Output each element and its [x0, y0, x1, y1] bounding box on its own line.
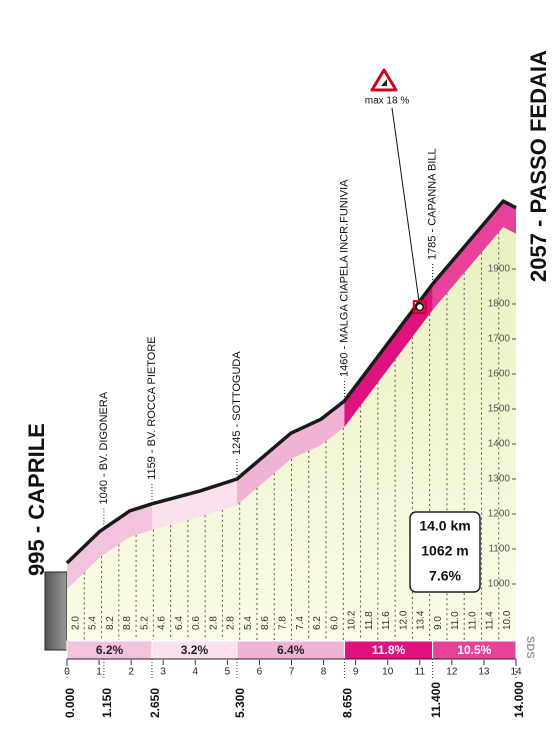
gradient-label: 13.4: [416, 610, 427, 630]
gradient-label: 0.6: [191, 616, 202, 630]
gradient-label: 2.8: [208, 616, 219, 630]
waypoint-distance-label: 8.650: [341, 688, 355, 718]
logo: SDS: [524, 636, 536, 659]
waypoint-distance-label: 1.150: [100, 688, 114, 718]
sector-band: [236, 400, 345, 505]
gradient-label: 10.0: [502, 610, 513, 630]
sector-band: [344, 284, 433, 427]
finish-label: 2057 - PASSO FEDAIA: [526, 50, 551, 282]
max-point: [415, 302, 425, 312]
waypoint-label: 1785 - CAPANNA BILL: [427, 148, 439, 260]
x-tick-label: 11: [415, 667, 426, 678]
summary-box: 14.0 km 1062 m 7.6%: [409, 511, 481, 593]
x-tick-label: 14: [510, 667, 522, 678]
x-tick-label: 7: [289, 667, 295, 678]
waypoint-distance-label: 2.650: [148, 688, 162, 718]
y-tick-label: 1500: [488, 404, 511, 415]
max-icon-slope: [381, 79, 387, 86]
x-tick-label: 10: [382, 667, 394, 678]
y-tick-label: 1400: [488, 439, 511, 450]
gradient-label: 5.2: [139, 616, 150, 630]
gradient-label: 8.2: [105, 616, 116, 630]
sector-label: 6.4%: [277, 643, 305, 657]
gradient-label: 5.4: [88, 616, 99, 630]
sector-band: [67, 503, 152, 589]
x-tick-label: 4: [193, 667, 199, 678]
max-gradient: max 18 %: [365, 96, 410, 107]
x-tick-label: 0: [64, 667, 70, 678]
gradient-label: 6.2: [312, 616, 323, 630]
gradient-label: 2.0: [70, 616, 81, 630]
y-tick-label: 1700: [488, 334, 511, 345]
profile-line: [65, 199, 517, 565]
gradient-label: 11.0: [450, 611, 461, 630]
sector-band: [151, 479, 237, 530]
gradient-label: 11.4: [485, 611, 496, 630]
waypoint-label: 1245 - SOTTOGUDA: [231, 351, 243, 455]
x-tick-label: 2: [128, 667, 134, 678]
x-tick-label: 12: [446, 667, 458, 678]
sector-band: [432, 201, 516, 311]
gradient-label: 7.8: [278, 616, 289, 630]
gradient-label: 7.4: [295, 616, 306, 630]
start-label: 995 - CAPRILE: [24, 423, 49, 576]
finish-distance-label: 14.000: [512, 681, 526, 718]
waypoint-label: 1460 - MALGA CIAPELA INCR.FUNIVIA: [338, 179, 350, 377]
y-tick-label: 1800: [488, 299, 511, 310]
max-icon: [370, 68, 398, 92]
gradient-label: 8.8: [122, 616, 133, 630]
summary-gradient: 7.6%: [429, 568, 461, 584]
y-tick-label: 1300: [488, 474, 511, 485]
waypoint-label: 1040 - BV. DIGONERA: [98, 391, 110, 504]
x-tick-label: 9: [353, 667, 359, 678]
sector-label: 6.2%: [96, 643, 124, 657]
y-tick-label: 1900: [488, 264, 511, 275]
gradient-label: 11.0: [467, 611, 478, 630]
max-marker: [412, 300, 427, 315]
waypoint-label: 1159 - BV. ROCCA PIETORE: [146, 336, 158, 479]
summary-frame: [409, 511, 481, 593]
start-distance-label: 0.000: [63, 688, 77, 718]
gradient-label: 11.6: [381, 611, 392, 630]
x-tick-label: 3: [160, 667, 166, 678]
sector-label: 10.5%: [457, 643, 491, 657]
gradient-label: 6.0: [329, 616, 340, 630]
gradient-label: 12.0: [398, 610, 409, 630]
max-pointer: [391, 107, 421, 308]
start-block: [44, 571, 68, 651]
profile-area: [67, 201, 516, 640]
gradient-label: 11.8: [364, 611, 375, 630]
summary-distance: 14.0 km: [419, 518, 470, 534]
x-tick-label: 6: [257, 667, 263, 678]
sector-label: 11.8%: [372, 643, 406, 657]
y-tick-label: 1600: [488, 369, 511, 380]
y-tick-label: 1200: [488, 509, 511, 520]
waypoint-distance-label: 11.400: [429, 682, 443, 718]
gradient-label: 4.6: [157, 616, 168, 630]
x-tick-label: 1: [96, 667, 102, 678]
gradient-label: 9.0: [433, 616, 444, 630]
gradient-label: 5.4: [243, 616, 254, 630]
sector-label: 3.2%: [181, 643, 209, 657]
x-tick-label: 5: [225, 667, 231, 678]
x-tick-label: 8: [321, 667, 327, 678]
summary-gain: 1062 m: [421, 543, 468, 559]
gradient-label: 10.2: [347, 610, 358, 630]
y-tick-label: 1100: [488, 544, 510, 555]
gradient-label: 8.6: [260, 616, 271, 630]
y-tick-label: 1000: [488, 579, 511, 590]
gradient-label: 2.8: [226, 616, 237, 630]
waypoint-distance-label: 5.300: [233, 688, 247, 718]
gradient-label: 6.4: [174, 616, 185, 630]
x-tick-label: 13: [478, 667, 490, 678]
